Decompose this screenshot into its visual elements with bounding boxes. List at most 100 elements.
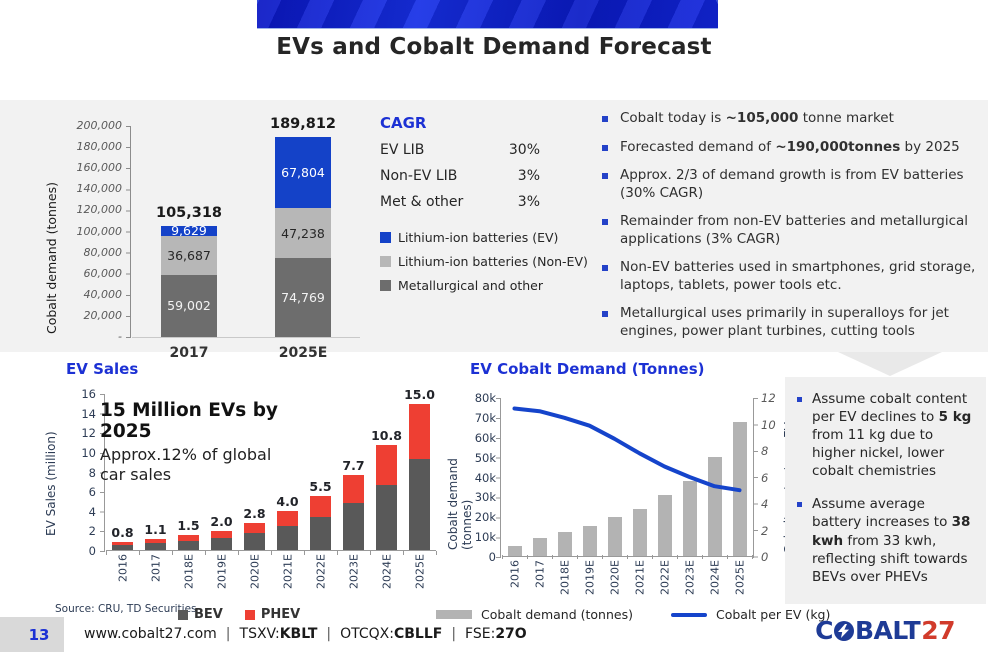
legend-label: PHEV	[260, 607, 301, 622]
legend-swatch	[178, 609, 188, 620]
key-point-item: Approx. 2/3 of demand growth is from EV …	[602, 167, 986, 202]
axis-tick-label: 50k	[474, 450, 496, 465]
x-axis-label: 2019E	[583, 560, 596, 606]
x-axis-label: 2022E	[314, 554, 327, 600]
bar-segment	[277, 511, 298, 526]
bar-2023E: 2023E	[682, 480, 697, 595]
bar	[557, 532, 572, 556]
x-axis-label-text: 2020E	[608, 560, 621, 595]
x-axis-label-text: 2025E	[413, 554, 426, 589]
x-axis-label-text: 2025E	[733, 560, 746, 595]
x-axis-label: 2017	[533, 560, 546, 606]
chart-annotation: 15 Million EVs by 2025 Approx.12% of glo…	[100, 400, 330, 485]
x-axis-label: 2023E	[347, 554, 360, 600]
axis-tick-label: 2	[88, 524, 96, 539]
axis-tick-label: 4	[88, 504, 96, 519]
bullet-marker	[797, 397, 802, 402]
legend-label: Metallurgical and other	[398, 278, 544, 293]
chart-legend: Cobalt demand (tonnes) Cobalt per EV (kg)	[436, 607, 830, 631]
text-post: by 2025	[900, 138, 960, 155]
annotation-headline: 15 Million EVs by 2025	[100, 400, 278, 442]
cagr-block: CAGR EV LIB 30% Non-EV LIB 3% Met & other 3% …	[380, 114, 588, 302]
cobalt-demand-stacked-chart: Cobalt demand (tonnes) 200,000 180,000 160…	[44, 104, 382, 361]
key-point-item: Forecasted demand of ~190,000tonnes by 2…	[602, 139, 986, 157]
ev-cobalt-demand-chart: EV Cobalt Demand (Tonnes) Cobalt demand …	[436, 360, 830, 640]
bar-2017: 2017	[532, 538, 547, 588]
stacked-bar-2022E: 5.5 2022E	[309, 479, 331, 589]
stacked-bar-2017: 105,318 9,629 36,687 59,002 2017	[156, 205, 222, 361]
bar-total-label: 1.1	[144, 522, 167, 538]
bar-segment: 47,238	[275, 208, 331, 259]
bar-segment	[310, 496, 331, 517]
legend-label: BEV	[194, 607, 223, 622]
y-axis-line	[130, 126, 131, 338]
bar-total-label: 15.0	[404, 386, 435, 402]
cagr-label: Non-EV LIB	[380, 168, 458, 184]
bar-segment	[376, 444, 397, 485]
plot-area: 0.8 2016 1.1 2017 1.5 2018E 2.0 2019E 2.8 2020E 4.…	[106, 387, 436, 589]
bar-segment	[343, 503, 364, 550]
separator: |	[225, 626, 231, 642]
legend-label: Cobalt per EV (kg)	[715, 607, 831, 622]
axis-tick-label: 70k	[474, 410, 496, 425]
x-axis-label-text: 2023E	[347, 554, 360, 589]
assumptions-callout: Assume cobalt content per EV declines to…	[785, 377, 986, 604]
left-y-axis-ticks: 80k 70k 60k 50k 40k 30k 20k 10k 0	[466, 392, 496, 563]
bar-segment: 67,804	[275, 136, 331, 209]
text-pre: Approx. 2/3 of demand growth is from EV …	[620, 167, 964, 201]
listing-label: TSXV:	[239, 626, 280, 642]
legend-line-swatch	[670, 612, 707, 617]
axis-tick-label: 12	[81, 426, 96, 441]
assumption-text: Assume cobalt content per EV declines to…	[812, 390, 976, 480]
axis-tick-label: 8	[88, 465, 96, 480]
bar-segment	[409, 403, 430, 460]
logo-bolt-icon	[833, 620, 854, 641]
left-y-axis-line	[500, 398, 501, 558]
bar-segment	[376, 484, 397, 550]
x-axis-label-text: 2017	[533, 560, 546, 588]
listing-ticker: CBLLF	[393, 626, 443, 642]
bar	[682, 480, 697, 556]
bar-2025E: 2025E	[732, 422, 747, 595]
axis-tick-label: 20k	[474, 510, 496, 525]
stacked-bar-2023E: 7.7 2023E	[342, 458, 364, 589]
axis-tick-label: 80,000	[83, 245, 123, 259]
x-axis-label-text: 2021E	[281, 554, 294, 589]
right-y-axis-line	[753, 398, 754, 558]
axis-tick-label: 140,000	[76, 182, 123, 196]
x-axis-label-text: 2019E	[583, 560, 596, 595]
listing-ticker: KBLT	[279, 626, 318, 642]
x-axis-label: 2025E	[278, 345, 328, 361]
cagr-row: Met & other 3%	[380, 194, 540, 210]
bar-total-label: 0.8	[111, 525, 134, 541]
x-axis-label: 2024E	[708, 560, 721, 606]
legend-item: Cobalt demand (tonnes)	[436, 607, 633, 622]
legend-swatch	[380, 280, 391, 291]
x-axis-label: 2019E	[215, 554, 228, 600]
axis-tick-label: 30k	[474, 490, 496, 505]
axis-tick-label: 12	[761, 391, 776, 405]
axis-tick-label: 14	[81, 406, 96, 421]
axis-tick-label: 40k	[474, 470, 496, 485]
bar	[632, 508, 647, 556]
page-number-box: 13	[0, 617, 64, 652]
listing-label: OTCQX:	[340, 626, 394, 642]
legend-bar-swatch	[436, 610, 472, 619]
x-axis-label: 2021E	[281, 554, 294, 600]
bar-2019E: 2019E	[582, 526, 597, 595]
legend-item: BEV	[178, 607, 223, 622]
text-pre: Assume average battery increases to	[812, 496, 952, 531]
x-axis-label: 2016	[508, 560, 521, 606]
key-point-text: Approx. 2/3 of demand growth is from EV …	[620, 167, 986, 202]
plot-area: 105,318 9,629 36,687 59,002 2017 189,812 67,80…	[132, 116, 360, 361]
key-point-item: Non-EV batteries used in smartphones, gr…	[602, 259, 986, 294]
logo-text-27: 27	[921, 616, 955, 645]
bar-total-label: 7.7	[342, 457, 365, 473]
x-axis-label-text: 2019E	[215, 554, 228, 589]
axis-tick-label: 200,000	[76, 119, 123, 132]
stacked-bar-2024E: 10.8 2024E	[371, 428, 402, 589]
axis-tick-label: 60k	[474, 430, 496, 445]
website-link[interactable]: www.cobalt27.com	[84, 626, 217, 642]
key-point-text: Cobalt today is ~105,000 tonne market	[620, 110, 894, 128]
text-pre: Cobalt today is	[620, 110, 726, 126]
